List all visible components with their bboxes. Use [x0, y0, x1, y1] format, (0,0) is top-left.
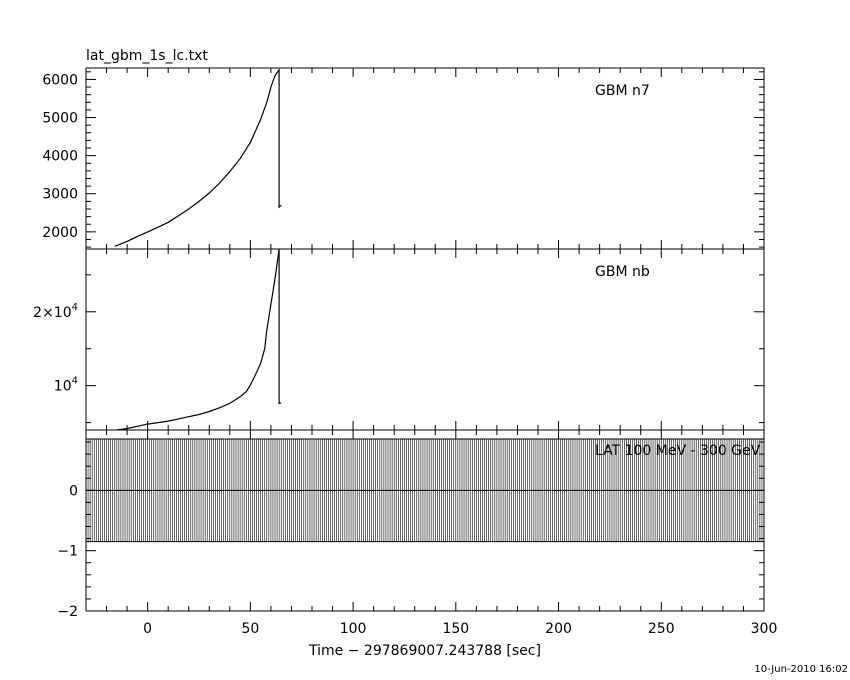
series-line [116, 248, 282, 431]
panel-annotation: LAT 100 MeV - 300 GeV [595, 443, 761, 459]
x-tick-label: 250 [648, 621, 675, 637]
y-tick-label: 3000 [42, 187, 78, 203]
y-tick-label: 2000 [42, 225, 78, 241]
panel-annotation: GBM n7 [595, 83, 650, 99]
series-line [114, 68, 282, 247]
panel-frame [85, 67, 765, 250]
x-tick-label: 100 [340, 621, 367, 637]
y-tick-label: 5000 [42, 111, 78, 127]
y-tick-label: 6000 [42, 72, 78, 88]
y-tick-label: 104 [54, 376, 78, 395]
x-tick-label: 0 [143, 621, 152, 637]
panel-annotation: GBM nb [595, 264, 650, 280]
timestamp: 10-Jun-2010 16:02 [754, 664, 848, 675]
panel-frame [85, 248, 765, 431]
file-title: lat_gbm_1s_lc.txt [86, 48, 208, 64]
y-tick-label: −1 [57, 544, 78, 560]
x-axis-label: Time − 297869007.243788 [sec] [308, 643, 541, 659]
y-tick-label: 0 [69, 483, 78, 499]
x-tick-label: 300 [751, 621, 778, 637]
x-tick-label: 150 [442, 621, 469, 637]
y-tick-label: 4000 [42, 149, 78, 165]
y-tick-label: 2×104 [33, 302, 78, 321]
x-tick-label: 50 [241, 621, 259, 637]
x-tick-label: 200 [545, 621, 572, 637]
y-tick-label: −2 [57, 604, 78, 620]
